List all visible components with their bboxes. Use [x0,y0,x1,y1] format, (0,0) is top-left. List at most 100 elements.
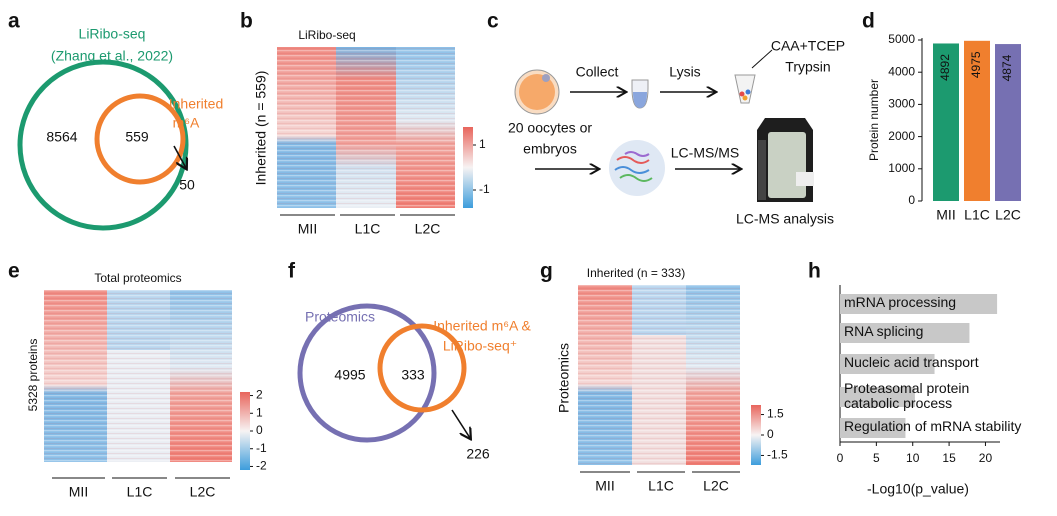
sample-label: 20 oocytes or [508,120,592,136]
group-label: L1C [648,478,674,494]
sample-label: embryos [523,141,577,157]
group-label: MII [595,478,614,494]
bar [995,44,1021,201]
heatmap [44,290,232,462]
colorbar-tick-label: 1 [256,405,263,419]
category-label-box: Nucleic acid transport [844,355,979,370]
oocyte [542,74,550,82]
group-label: L1C [127,484,153,500]
group-label: MII [69,484,88,500]
step-label: LC-MS/MS [671,145,739,161]
category-label: Regulation of mRNA stability [844,419,1022,434]
step-label: Collect [576,64,619,80]
panel-label: e [8,260,20,283]
y-label: 5328 proteins [26,339,40,412]
colorbar [751,405,761,465]
count: 559 [125,129,149,145]
pointer [751,49,773,69]
y-tick-label: 0 [908,193,915,207]
category-label: mRNA processing [844,295,957,310]
colorbar-tick-label: -1 [256,441,267,455]
group-label: L2C [190,484,216,500]
colorbar [240,392,250,470]
value-label: 4892 [938,54,952,81]
count: 8564 [46,129,77,145]
y-label: Protein number [867,79,881,161]
colorbar-tick-label: -1.5 [767,448,788,462]
heatmap [277,47,455,208]
group-label: L2C [703,478,729,494]
set-label: LiRibo-seq [79,26,146,42]
colorbar-tick-label: 2 [256,388,263,402]
x-label: -Log10(p_value) [867,481,969,497]
panel-label: f [288,260,296,283]
set-label: m⁶A [173,115,200,131]
x-tick-label: L2C [995,207,1021,223]
y-tick-label: 2000 [888,129,915,143]
colorbar-tick-label: -2 [256,459,267,473]
x-tick-label: 10 [906,451,920,465]
heatmap-title: Total proteomics [94,271,181,285]
x-tick-label: MII [936,207,955,223]
category-label: Proteasomal protein catabolic process [844,381,970,411]
panel-label: a [8,10,20,33]
colorbar-tick-label: 1 [479,137,486,151]
panel-label: c [487,10,499,33]
reagent: Trypsin [785,59,830,75]
y-tick-label: 1000 [888,161,915,175]
venn-circle [297,303,437,443]
x-tick-label: 0 [837,451,844,465]
tube [633,92,647,108]
bar [840,294,998,314]
group-label: L2C [415,221,441,237]
count: 4995 [334,367,365,383]
panel-label: g [540,260,553,283]
heatmap-title: Inherited (n = 333) [587,266,685,280]
set-label: Inherited m⁶A & [433,318,531,334]
panel-label: b [240,10,253,33]
category-label-box: mRNA processing [844,295,957,310]
category-label-box: Proteasomal protein catabolic process [844,381,970,411]
step-label: Lysis [669,64,700,80]
venn-circle [377,323,467,413]
venn-circle [94,93,186,185]
x-tick-label: 20 [979,451,993,465]
y-tick-label: 3000 [888,97,915,111]
set-label: LiRibo-seq⁺ [443,338,517,354]
tube [734,74,756,104]
group-label: MII [298,221,317,237]
bar [840,354,935,374]
colorbar-tick-label: 0 [767,427,774,441]
category-label: Nucleic acid transport [844,355,979,370]
colorbar-tick-label: 0 [256,423,263,437]
count: 50 [179,177,195,193]
x-tick-label: L1C [964,207,990,223]
y-label: Proteomics [556,343,572,413]
set-label: Inherited [169,96,223,112]
count: 226 [466,446,490,462]
heatmap-title: LiRibo-seq [298,28,355,42]
oocyte [519,74,555,110]
bar [840,387,915,407]
result-label: LC-MS analysis [736,211,834,227]
set-source: (Zhang et al., 2022) [51,48,173,64]
category-label: RNA splicing [844,324,924,339]
bar [840,323,970,343]
count: 333 [401,367,425,383]
y-label: Inherited (n = 559) [253,71,269,186]
bar [840,418,906,438]
value-label: 4874 [1000,54,1014,81]
panel-label: d [862,10,875,33]
bar [933,43,959,201]
colorbar-tick-label: 1.5 [767,407,784,421]
set-label: Proteomics [305,309,375,325]
category-label-box: RNA splicing [844,324,924,339]
value-label: 4975 [969,51,983,78]
reagent: CAA+TCEP [771,38,845,54]
x-tick-label: 15 [942,451,956,465]
instrument [757,118,814,202]
colorbar-tick-label: -1 [479,182,490,196]
colorbar [463,127,473,208]
arrow [173,145,186,168]
